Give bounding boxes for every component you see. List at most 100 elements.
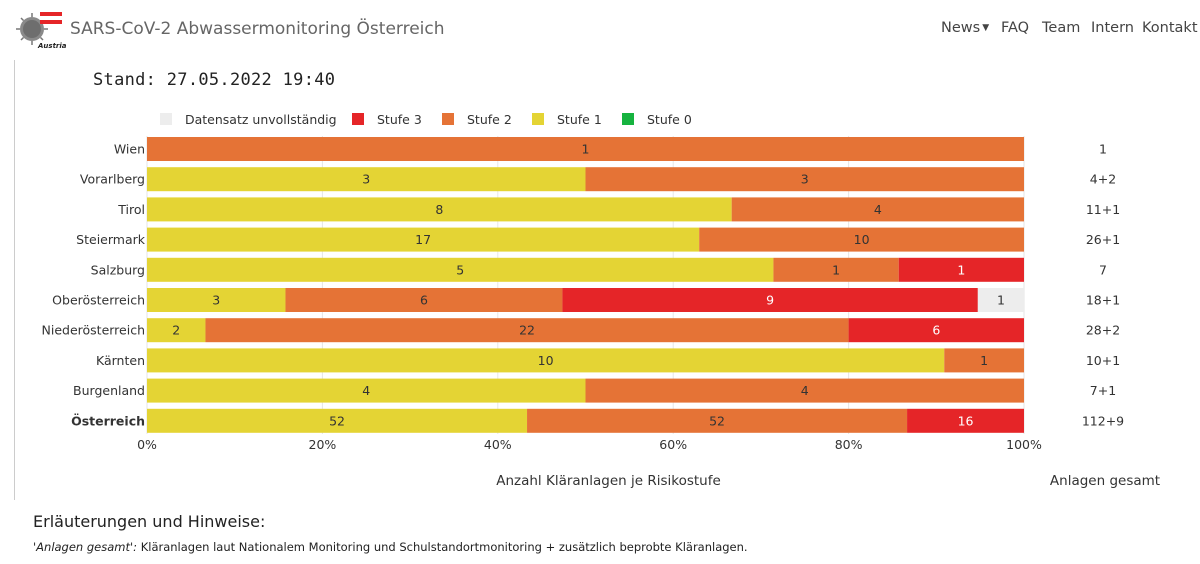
legend-swatch[interactable] xyxy=(442,113,454,125)
legend-swatch[interactable] xyxy=(622,113,634,125)
nav-kontakt[interactable]: Kontakt xyxy=(1142,20,1198,36)
totals-header: Anlagen gesamt xyxy=(1050,473,1160,489)
bar-segment[interactable] xyxy=(147,167,586,192)
total-label: 18+1 xyxy=(1086,293,1120,308)
bar-value-label: 6 xyxy=(932,323,940,338)
bar-segment[interactable] xyxy=(898,257,1024,282)
nav-team[interactable]: Team xyxy=(1042,20,1081,36)
total-label: 26+1 xyxy=(1086,232,1120,247)
total-label: 4+2 xyxy=(1090,172,1116,187)
legend-label[interactable]: Stufe 0 xyxy=(647,112,692,127)
logo-label: Austria xyxy=(37,42,66,50)
bar-segment[interactable] xyxy=(147,257,774,282)
total-label: 11+1 xyxy=(1086,202,1120,217)
nav-intern[interactable]: Intern xyxy=(1091,20,1134,36)
bar-value-label: 1 xyxy=(957,262,965,277)
bar-value-label: 17 xyxy=(415,232,431,247)
caret-down-icon: ▼ xyxy=(982,23,990,33)
bar-value-label: 5 xyxy=(456,262,464,277)
bar-segment[interactable] xyxy=(585,167,1025,192)
bar-value-label: 4 xyxy=(874,202,882,217)
category-label: Österreich xyxy=(71,413,145,428)
category-label: Oberösterreich xyxy=(52,293,145,308)
bar-value-label: 9 xyxy=(766,293,774,308)
category-label: Vorarlberg xyxy=(80,172,145,187)
nav-news-label: News xyxy=(941,20,981,36)
bar-segment[interactable] xyxy=(944,348,1024,373)
bar-segment[interactable] xyxy=(527,408,908,433)
bar-segment[interactable] xyxy=(907,408,1024,433)
category-label: Steiermark xyxy=(76,232,146,247)
bar-value-label: 6 xyxy=(420,293,428,308)
total-label: 7+1 xyxy=(1090,383,1116,398)
bar-segment[interactable] xyxy=(205,318,849,343)
bar-segment[interactable] xyxy=(147,288,286,312)
category-label: Niederösterreich xyxy=(42,323,146,338)
bar-value-label: 3 xyxy=(212,293,220,308)
bar-segment[interactable] xyxy=(977,288,1024,312)
bar-value-label: 2 xyxy=(172,323,180,338)
bar-segment[interactable] xyxy=(285,288,563,312)
bar-value-label: 22 xyxy=(519,323,535,338)
x-tick-label: 80% xyxy=(835,437,863,452)
bar-segment[interactable] xyxy=(147,318,206,343)
bar-value-label: 3 xyxy=(801,172,809,187)
legend-swatch[interactable] xyxy=(352,113,364,125)
content-border xyxy=(14,60,15,500)
total-label: 28+2 xyxy=(1086,323,1120,338)
x-tick-label: 0% xyxy=(137,437,157,452)
total-label: 10+1 xyxy=(1086,353,1120,368)
category-label: Kärnten xyxy=(96,353,145,368)
bar-value-label: 1 xyxy=(980,353,988,368)
bar-segment[interactable] xyxy=(585,378,1025,403)
bar-segment[interactable] xyxy=(147,408,528,433)
bar-value-label: 52 xyxy=(329,413,345,428)
category-label: Salzburg xyxy=(91,262,145,277)
legend-swatch[interactable] xyxy=(532,113,544,125)
x-tick-label: 60% xyxy=(659,437,687,452)
bar-value-label: 4 xyxy=(362,383,370,398)
bar-value-label: 52 xyxy=(709,413,725,428)
austria-flag-icon xyxy=(40,12,62,24)
explanations-note: 'Anlagen gesamt': Kläranlagen laut Natio… xyxy=(33,540,748,554)
explanations-term: 'Anlagen gesamt': xyxy=(33,540,138,554)
legend-label[interactable]: Stufe 3 xyxy=(377,112,422,127)
explanations-heading: Erläuterungen und Hinweise: xyxy=(33,512,266,531)
category-label: Burgenland xyxy=(73,383,145,398)
brand-title[interactable]: SARS-CoV-2 Abwassermonitoring Österreich xyxy=(70,19,445,39)
bar-segment[interactable] xyxy=(562,288,978,312)
bar-value-label: 10 xyxy=(854,232,870,247)
logo[interactable]: Austria xyxy=(14,8,66,52)
bar-segment[interactable] xyxy=(848,318,1024,343)
bar-segment[interactable] xyxy=(147,197,732,222)
bar-value-label: 1 xyxy=(582,142,590,157)
legend-label[interactable]: Datensatz unvollständig xyxy=(185,112,337,127)
x-tick-label: 40% xyxy=(484,437,512,452)
total-label: 112+9 xyxy=(1082,413,1124,428)
bar-segment[interactable] xyxy=(773,257,899,282)
legend-label[interactable]: Stufe 2 xyxy=(467,112,512,127)
total-label: 7 xyxy=(1099,262,1107,277)
bar-segment[interactable] xyxy=(147,378,586,403)
bar-segment[interactable] xyxy=(147,137,1024,161)
x-axis-title: Anzahl Kläranlagen je Risikostufe xyxy=(496,473,721,489)
x-tick-label: 20% xyxy=(309,437,337,452)
bar-value-label: 8 xyxy=(435,202,443,217)
bar-value-label: 16 xyxy=(958,413,974,428)
bar-segment[interactable] xyxy=(699,227,1024,252)
legend-label[interactable]: Stufe 1 xyxy=(557,112,602,127)
bar-value-label: 1 xyxy=(997,293,1005,308)
navbar: Austria SARS-CoV-2 Abwassermonitoring Ös… xyxy=(0,0,1200,60)
bar-segment[interactable] xyxy=(731,197,1024,222)
bar-value-label: 4 xyxy=(801,383,809,398)
nav-news[interactable]: News ▼ xyxy=(941,20,989,36)
explanations-text: Kläranlagen laut Nationalem Monitoring u… xyxy=(137,540,748,554)
legend-swatch[interactable] xyxy=(160,113,172,125)
nav-faq[interactable]: FAQ xyxy=(1001,20,1030,36)
bar-value-label: 10 xyxy=(538,353,554,368)
x-tick-label: 100% xyxy=(1006,437,1042,452)
stand-timestamp: Stand: 27.05.2022 19:40 xyxy=(93,70,336,90)
bar-segment[interactable] xyxy=(147,227,700,252)
bar-segment[interactable] xyxy=(147,348,945,373)
